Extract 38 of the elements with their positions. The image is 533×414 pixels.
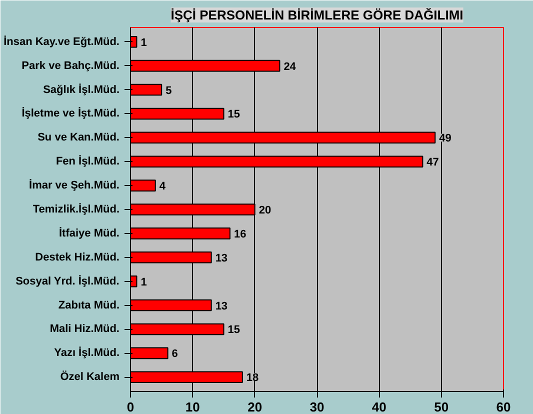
y-tick-label: Sağlık İşl.Müd.: [43, 82, 120, 96]
chart-title: İŞÇİ PERSONELİN BİRİMLERE GÖRE DAĞILIMI: [170, 8, 464, 22]
data-label: 1: [140, 276, 147, 288]
data-label: 49: [439, 132, 452, 145]
data-label: 47: [426, 156, 439, 169]
x-tick-label: 30: [310, 400, 324, 414]
y-tick-label: Mali Hiz.Müd.: [50, 323, 120, 336]
y-tick-label: İmar ve Şeh.Müd.: [29, 178, 120, 192]
x-tick-label: 50: [434, 400, 449, 414]
x-tick-label: 0: [126, 400, 134, 414]
data-label: 16: [234, 228, 246, 240]
data-label: 24: [284, 60, 297, 73]
y-tick-label: İtfaiye Müd.: [58, 226, 120, 240]
y-tick-label: Park ve Bahç.Müd.: [22, 60, 120, 72]
data-label: 18: [246, 372, 259, 384]
data-label: 1: [140, 36, 147, 49]
y-tick-label: Özel Kalem: [60, 370, 120, 384]
x-tick-label: 20: [248, 400, 262, 414]
y-tick-label: İnsan Kay.ve Eğt.Müd.: [4, 34, 120, 48]
x-tick-label: 40: [372, 400, 386, 414]
data-label: 5: [166, 84, 172, 97]
data-label: 15: [228, 324, 240, 336]
data-label: 20: [258, 204, 272, 216]
data-label: 15: [228, 108, 240, 121]
data-label: 13: [215, 252, 228, 264]
y-tick-label: Su ve Kan.Müd.: [38, 132, 120, 144]
y-tick-label: Temizlik.İşl.Müd.: [32, 202, 120, 216]
data-label: 13: [215, 300, 228, 312]
y-tick-label: Fen İşl.Müd.: [56, 154, 120, 168]
y-tick-label: Yazı İşl.Müd.: [54, 346, 120, 360]
data-label: 4: [159, 180, 166, 193]
y-tick-label: Destek Hiz.Müd.: [35, 251, 120, 264]
y-tick-label: Zabıta Müd.: [58, 299, 120, 312]
x-tick-label: 10: [185, 400, 200, 414]
y-tick-label: İşletme ve İşt.Müd.: [22, 106, 120, 120]
y-tick-label: Sosyal Yrd. İşl.Müd.: [16, 274, 120, 288]
data-label: 6: [172, 348, 178, 360]
x-tick-label: 60: [496, 400, 511, 414]
